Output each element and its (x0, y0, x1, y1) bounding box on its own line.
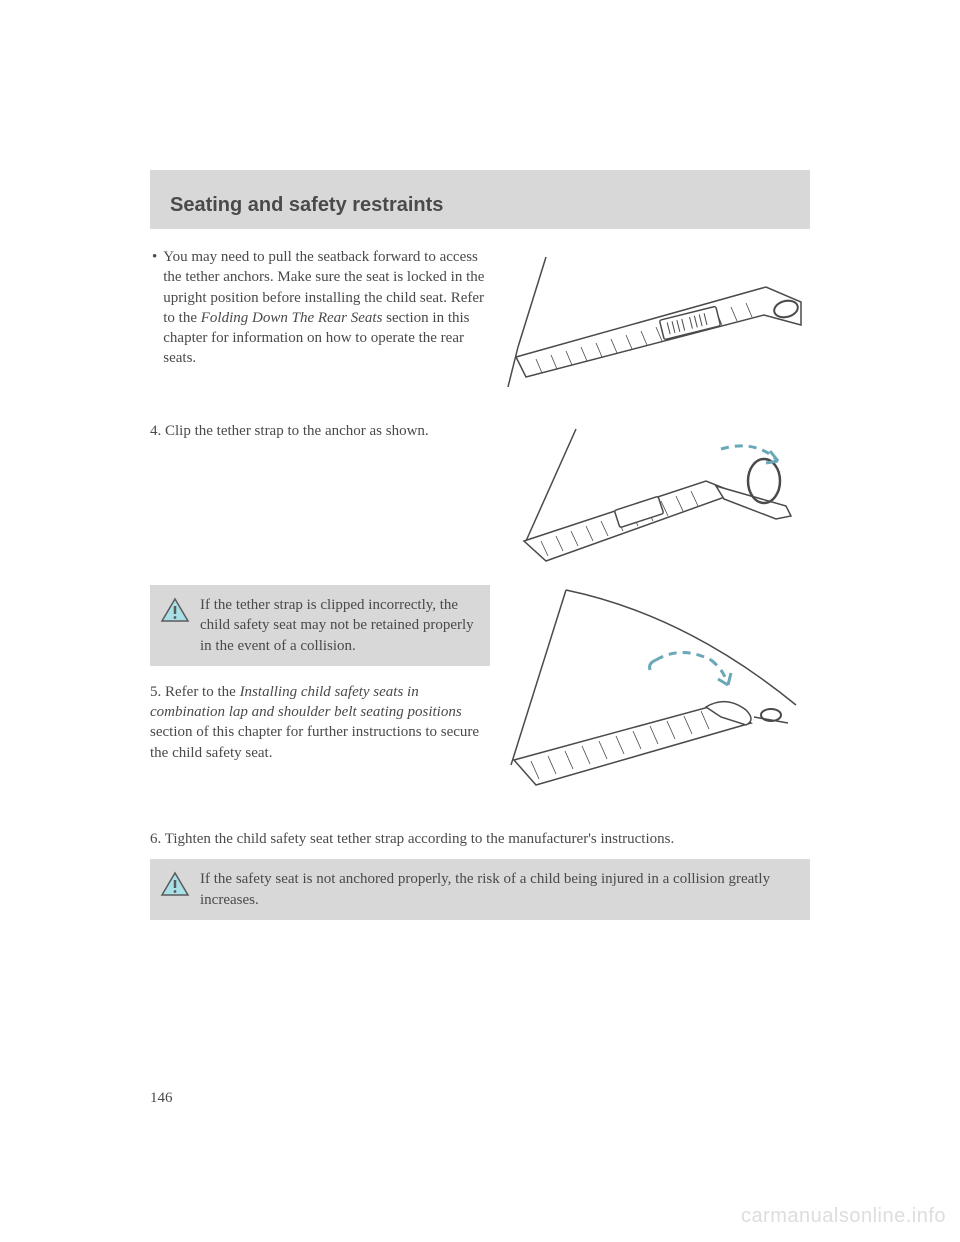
bullet-italic: Folding Down The Rear Seats (201, 310, 383, 326)
step5-post: section of this chapter for further inst… (150, 724, 479, 760)
step5-body: 5. Refer to the Installing child safety … (150, 682, 490, 763)
illustration-1-col (502, 247, 810, 407)
warning-box-1: If the tether strap is clipped incorrect… (150, 585, 490, 666)
tether-incorrect-illustration-3 (506, 585, 806, 815)
bullet-dot: • (150, 247, 157, 369)
warning-step5-col: If the tether strap is clipped incorrect… (150, 585, 490, 815)
chapter-header: Seating and safety restraints (150, 170, 810, 229)
row-step4: 4. Clip the tether strap to the anchor a… (150, 421, 810, 571)
warning-icon (160, 597, 190, 623)
step6-body: 6. Tighten the child safety seat tether … (150, 829, 810, 849)
chapter-title: Seating and safety restraints (170, 194, 790, 217)
bullet-item: • You may need to pull the seatback forw… (150, 247, 490, 369)
warning2-text: If the safety seat is not anchored prope… (200, 869, 798, 910)
warning1-text: If the tether strap is clipped incorrect… (200, 595, 478, 656)
row-bullet: • You may need to pull the seatback forw… (150, 247, 810, 407)
step4-body: 4. Clip the tether strap to the anchor a… (150, 421, 490, 441)
watermark: carmanualsonline.info (741, 1205, 946, 1228)
warning-icon (160, 871, 190, 897)
row-warning-step5: If the tether strap is clipped incorrect… (150, 585, 810, 815)
illustration-3-col (502, 585, 810, 815)
step5-pre: 5. Refer to the (150, 684, 240, 700)
page-content: Seating and safety restraints • You may … (0, 0, 960, 920)
step4-text: 4. Clip the tether strap to the anchor a… (150, 421, 490, 571)
tether-anchor-illustration-1 (506, 247, 806, 407)
warning-box-2: If the safety seat is not anchored prope… (150, 859, 810, 920)
bullet-text-col: • You may need to pull the seatback forw… (150, 247, 490, 407)
tether-clip-illustration-2 (506, 421, 806, 571)
illustration-2-col (502, 421, 810, 571)
page-number: 146 (150, 1090, 173, 1107)
bullet-body: You may need to pull the seatback forwar… (163, 247, 490, 369)
